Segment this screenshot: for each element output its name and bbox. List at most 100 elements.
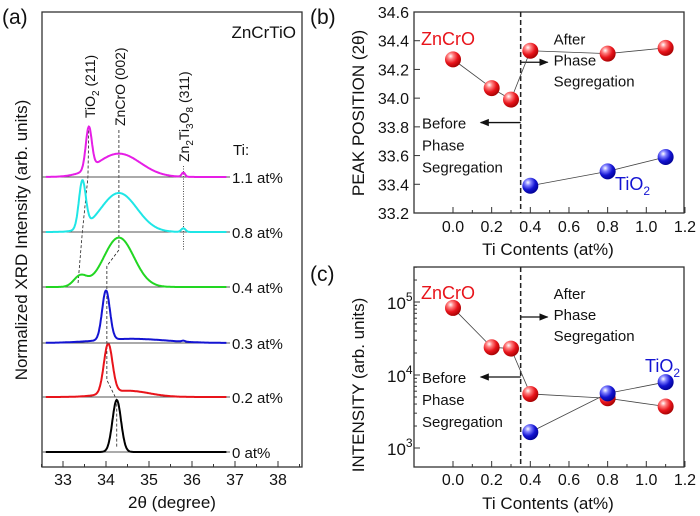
y-tick-label: 34.4 bbox=[378, 34, 409, 51]
xrd-trace bbox=[45, 179, 227, 233]
y-tick-label: 105 bbox=[387, 290, 413, 313]
legend-header: Ti: bbox=[233, 142, 249, 159]
y-tick-label: 33.2 bbox=[378, 206, 409, 223]
x-axis-label-b: Ti Contents (at%) bbox=[482, 240, 614, 259]
xrd-traces: 0 at% 0.2 at% 0.3 at% 0.4 at% 0.8 at% 1.1 at% bbox=[42, 125, 283, 462]
x-axis-a: 33 34 35 36 37 38 bbox=[41, 461, 300, 489]
before-segregation-label: Phase bbox=[422, 392, 465, 409]
trace-label: 0.4 at% bbox=[232, 280, 283, 297]
series-line bbox=[530, 381, 666, 433]
before-segregation-label: Phase bbox=[422, 138, 465, 155]
after-segregation-label: Phase bbox=[554, 307, 597, 324]
after-segregation-label: After bbox=[554, 286, 586, 303]
x-tick-label: 37 bbox=[226, 472, 244, 489]
x-tick-label: 1.0 bbox=[635, 472, 657, 489]
y-tick-label: 33.6 bbox=[378, 149, 409, 166]
data-point bbox=[599, 163, 616, 180]
before-segregation-label: Segregation bbox=[422, 160, 503, 177]
tio2-guide-line bbox=[77, 125, 90, 284]
y-axis-label-a: Normalized XRD Intensity (arb. units) bbox=[12, 100, 31, 381]
series-label-zncro: ZnCrO bbox=[421, 29, 475, 49]
zncro-002-label: ZnCrO (002) bbox=[112, 47, 128, 126]
x-tick-label: 0.0 bbox=[442, 472, 464, 489]
plot-frame bbox=[413, 11, 685, 214]
after-segregation-label: Segregation bbox=[554, 328, 635, 345]
data-point bbox=[483, 339, 500, 356]
data-point bbox=[657, 374, 674, 391]
trace-label: 0.3 at% bbox=[232, 336, 283, 353]
x-tick-label: 34 bbox=[97, 472, 115, 489]
y-axis-label-c: INTENSITY (arb. units) bbox=[349, 298, 368, 472]
panel-label-a: (a) bbox=[2, 6, 28, 29]
x-tick-label: 36 bbox=[183, 472, 201, 489]
before-segregation-label: Before bbox=[422, 370, 466, 387]
x-tick-label: 33 bbox=[54, 472, 72, 489]
xrd-trace bbox=[45, 398, 227, 453]
data-point bbox=[657, 398, 674, 415]
data-point bbox=[522, 177, 539, 194]
x-tick-label: 1.0 bbox=[635, 219, 657, 236]
x-tick-label: 0.6 bbox=[558, 219, 580, 236]
tio2-211-label: TiO2 (211) bbox=[82, 55, 102, 118]
data-point bbox=[599, 385, 616, 402]
x-tick-label: 0.2 bbox=[481, 472, 503, 489]
data-point bbox=[445, 299, 461, 316]
y-tick-label: 34.0 bbox=[378, 91, 409, 108]
before-segregation-label: Segregation bbox=[422, 414, 503, 431]
data-point bbox=[483, 80, 500, 97]
sample-title: ZnCrTiO bbox=[231, 23, 296, 42]
x-axis-label-a: 2θ (degree) bbox=[128, 493, 216, 512]
x-tick-label: 1.2 bbox=[674, 472, 696, 489]
data-point bbox=[445, 51, 461, 68]
data-point bbox=[522, 424, 539, 441]
x-tick-label: 0.4 bbox=[519, 219, 541, 236]
x-tick-label: 35 bbox=[140, 472, 158, 489]
x-axis-label-c: Ti Contents (at%) bbox=[482, 494, 614, 513]
x-tick-label: 0.8 bbox=[597, 219, 619, 236]
x-tick-label: 0.2 bbox=[481, 219, 503, 236]
after-segregation-label: After bbox=[554, 31, 586, 48]
y-tick-label: 34.6 bbox=[378, 5, 409, 22]
after-segregation-label: Phase bbox=[554, 52, 597, 69]
series-line bbox=[452, 307, 666, 407]
series-label-tio2: TiO2 bbox=[615, 174, 650, 198]
x-tick-label: 38 bbox=[269, 472, 287, 489]
zncro-guide-line bbox=[106, 130, 120, 447]
data-point bbox=[599, 45, 616, 62]
y-tick-label: 33.4 bbox=[378, 177, 409, 194]
after-segregation-label: Segregation bbox=[554, 73, 635, 90]
trace-label: 0 at% bbox=[232, 445, 270, 462]
series-label-zncro: ZnCrO bbox=[421, 283, 475, 303]
panel-c: (c) INTENSITY (arb. units) Ti Contents (… bbox=[310, 263, 696, 513]
zn2ti3o8-311-label: Zn2Ti3O8 (311) bbox=[176, 71, 196, 162]
xrd-trace bbox=[45, 125, 227, 178]
x-tick-label: 0.8 bbox=[597, 472, 619, 489]
plot-frame-a bbox=[41, 11, 303, 468]
data-point bbox=[502, 91, 519, 108]
before-segregation-label: Before bbox=[422, 116, 466, 133]
peak-guides bbox=[77, 125, 184, 447]
plot-frame bbox=[413, 266, 685, 468]
xrd-trace bbox=[45, 342, 227, 398]
data-point bbox=[657, 149, 674, 166]
xrd-trace bbox=[45, 289, 227, 344]
x-tick-label: 0.6 bbox=[558, 472, 580, 489]
x-tick-label: 0.4 bbox=[519, 472, 541, 489]
data-point bbox=[502, 340, 519, 357]
xrd-trace bbox=[45, 236, 227, 288]
panel-label-c: (c) bbox=[310, 263, 335, 286]
series-line bbox=[452, 47, 666, 101]
series-line bbox=[530, 156, 666, 187]
data-point bbox=[657, 39, 674, 56]
y-tick-label: 34.2 bbox=[378, 62, 409, 79]
trace-label: 0.2 at% bbox=[232, 390, 283, 407]
series-label-tio2: TiO2 bbox=[645, 356, 680, 380]
panel-label-b: (b) bbox=[310, 6, 336, 29]
x-tick-label: 1.2 bbox=[674, 219, 696, 236]
trace-label: 0.8 at% bbox=[232, 225, 283, 242]
data-point bbox=[522, 385, 539, 402]
y-axis-label-b: PEAK POSITION (2θ) bbox=[349, 30, 368, 196]
x-tick-label: 0.0 bbox=[442, 219, 464, 236]
y-tick-label: 103 bbox=[387, 436, 413, 459]
